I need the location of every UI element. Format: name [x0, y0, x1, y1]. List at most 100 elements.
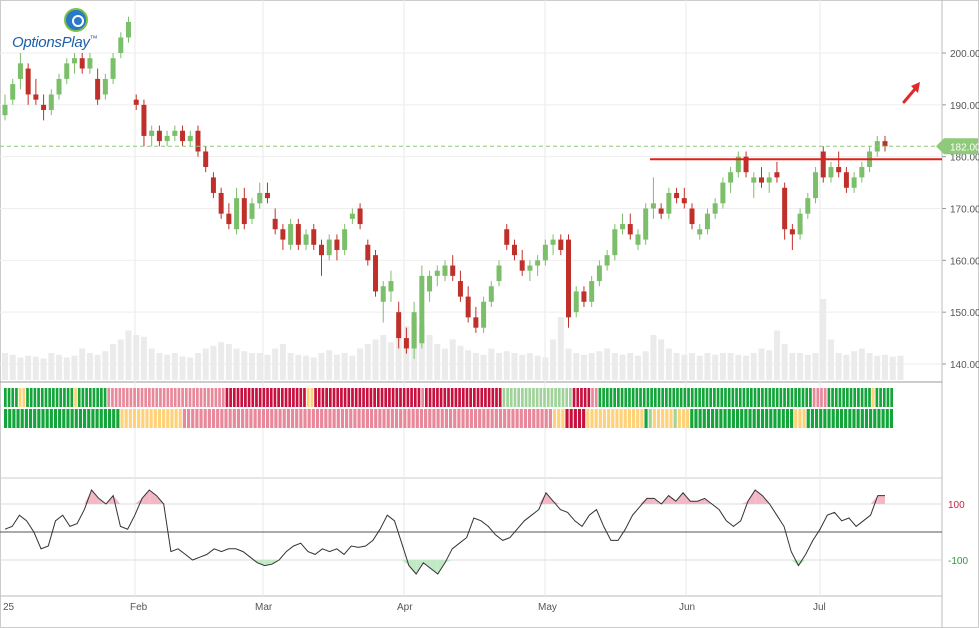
candle-body: [666, 192, 672, 214]
candle-body: [288, 224, 294, 245]
indicator-cell: [769, 409, 773, 428]
indicator-cell: [122, 388, 125, 407]
candle-body: [620, 224, 626, 230]
time-tick-label: Jul: [813, 602, 826, 613]
indicator-cell: [255, 388, 258, 407]
candle: [797, 208, 803, 240]
indicator-cell: [786, 388, 790, 407]
indicator-cell: [244, 388, 247, 407]
indicator-cell: [207, 388, 210, 407]
candle-body: [172, 130, 178, 136]
candle-body: [535, 260, 541, 266]
indicator-cell: [890, 388, 893, 407]
indicator-cell: [605, 388, 609, 407]
candle: [25, 63, 31, 105]
indicator-cell: [132, 409, 137, 428]
indicator-cell: [40, 388, 44, 407]
indicator-cell: [457, 409, 461, 428]
candle-body: [56, 78, 62, 95]
indicator-cell: [794, 409, 798, 428]
indicator-cell: [561, 388, 565, 407]
indicator-cell: [37, 409, 41, 428]
candle-body: [712, 203, 718, 214]
indicator-cell: [756, 409, 760, 428]
volume-bar: [835, 353, 842, 380]
indicator-cell: [210, 388, 214, 407]
volume-bar: [110, 344, 117, 380]
indicator-cell: [53, 409, 58, 428]
osc-overbought-fill: [538, 492, 546, 504]
volume-bar: [256, 353, 263, 380]
indicator-cell: [879, 388, 882, 407]
indicator-cell: [328, 388, 332, 407]
volume-bar: [457, 345, 464, 380]
indicator-cell: [676, 388, 679, 407]
volume-bar: [341, 353, 348, 380]
indicator-cell: [353, 409, 357, 428]
candle-body: [2, 104, 8, 116]
volume-bar: [194, 353, 201, 380]
indicator-cell: [378, 409, 382, 428]
candle-body: [264, 192, 270, 199]
volume-bar: [689, 353, 696, 380]
indicator-cell: [814, 409, 819, 428]
indicator-cell: [432, 409, 436, 428]
indicator-cell: [188, 388, 192, 407]
indicator-cell: [573, 409, 577, 428]
candle: [234, 187, 240, 235]
indicator-cell: [509, 388, 513, 407]
candle: [836, 151, 842, 178]
osc-overbought-fill: [142, 490, 150, 504]
volume-bar: [9, 354, 16, 380]
indicator-cell: [357, 409, 361, 428]
indicator-cell: [827, 388, 831, 407]
indicator-cell: [657, 388, 661, 407]
indicator-cell: [820, 388, 823, 407]
volume-bar: [851, 351, 858, 380]
volume-bar: [804, 354, 811, 380]
candle-body: [226, 213, 232, 225]
indicator-cell: [746, 388, 749, 407]
indicator-cell: [399, 388, 402, 407]
candle: [257, 182, 263, 209]
volume-bar: [310, 357, 317, 380]
indicator-cell: [236, 409, 241, 428]
indicator-cell: [831, 409, 835, 428]
indicator-cell: [834, 388, 838, 407]
indicator-cell: [196, 388, 199, 407]
candle: [627, 213, 633, 240]
indicator-cell: [236, 388, 240, 407]
volume-bar: [812, 353, 819, 380]
candle: [851, 172, 857, 193]
indicator-cell: [656, 409, 661, 428]
indicator-cell: [192, 388, 196, 407]
candle: [473, 306, 479, 333]
candle: [828, 161, 834, 183]
indicator-cell: [772, 388, 775, 407]
indicator-cell: [439, 388, 443, 407]
indicator-cell: [11, 388, 15, 407]
bullish-arrow-icon: [902, 82, 920, 104]
volume-bar: [550, 339, 557, 380]
candle-body: [589, 281, 595, 302]
candle-body: [241, 198, 247, 225]
candle: [342, 224, 348, 256]
candle-body: [180, 130, 186, 142]
candle-body: [697, 229, 703, 235]
volume-bar: [171, 353, 178, 380]
volume-bar: [349, 355, 356, 380]
indicator-cell: [580, 388, 583, 407]
indicator-cell: [701, 388, 705, 407]
indicator-cell: [66, 409, 70, 428]
osc-line: [4, 489, 885, 575]
candle-body: [550, 239, 556, 245]
indicator-cell: [539, 388, 543, 407]
indicator-cell: [382, 409, 386, 428]
indicator-cell: [314, 388, 317, 407]
candle-body: [210, 177, 216, 193]
candle-body: [766, 177, 772, 183]
indicator-cell: [107, 388, 111, 407]
volume-bar: [611, 353, 618, 380]
indicator-cell: [258, 388, 262, 407]
candle-body: [272, 218, 278, 230]
